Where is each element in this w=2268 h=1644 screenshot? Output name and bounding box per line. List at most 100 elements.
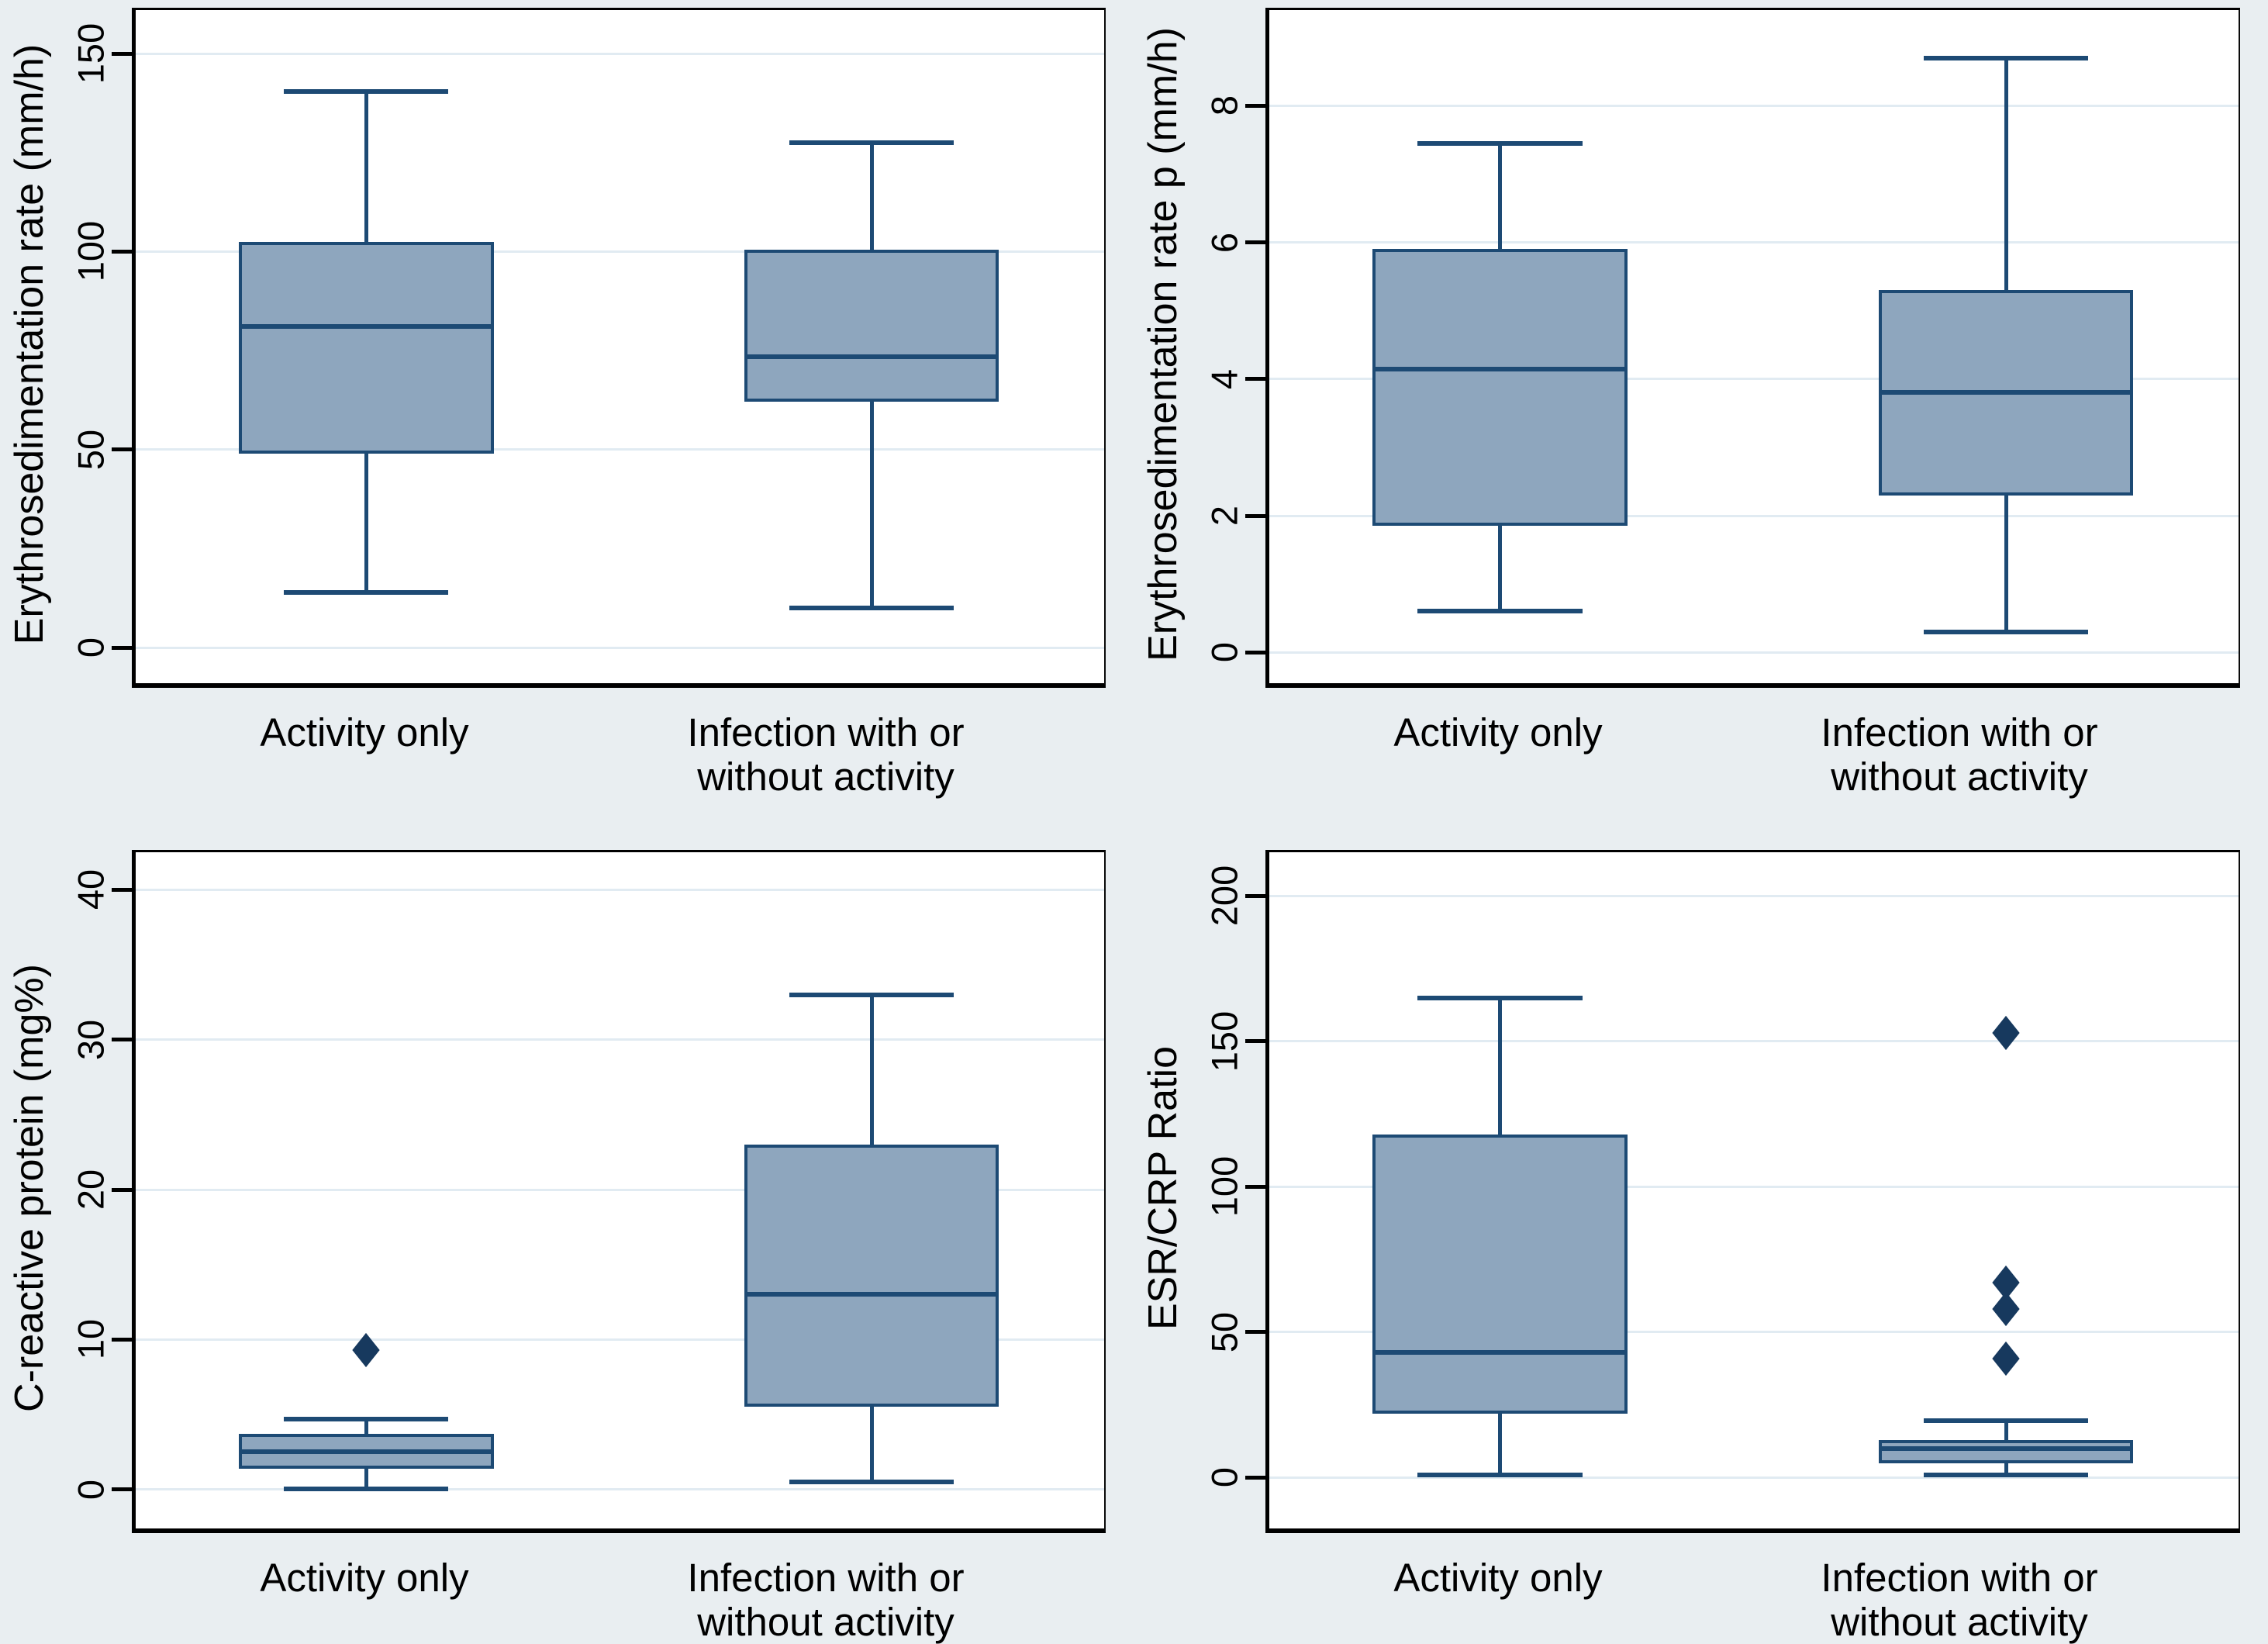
y-tick-mark: [1245, 1330, 1265, 1335]
whisker-cap: [789, 140, 954, 146]
median-line: [744, 1292, 999, 1297]
panel-crp: C-reactive protein (mg%) 0 10 20 30 40 Activ…: [0, 820, 1134, 1644]
gridline: [1269, 514, 2239, 517]
y-tick-mark: [1245, 893, 1265, 898]
outlier-diamond: [1992, 1015, 2020, 1050]
panel-esr: Erythrosedimentation rate (mm/h) 0 50 100 1…: [0, 0, 1134, 820]
y-tick-mark: [112, 1187, 132, 1192]
box: [239, 241, 494, 454]
box: [1372, 1134, 1628, 1414]
whisker-line: [1498, 143, 1502, 250]
whisker-line: [869, 143, 874, 250]
gridline: [1269, 1476, 2239, 1479]
whisker-line: [869, 994, 874, 1145]
category-label-infection: Infection with or without activity: [1821, 1556, 2098, 1644]
median-line: [239, 1449, 494, 1455]
whisker-cap: [1417, 995, 1583, 1000]
median-line: [1878, 1445, 2134, 1451]
whisker-line: [869, 1407, 874, 1483]
whisker-cap: [1923, 629, 2089, 634]
plot-area-esr-crp-ratio: 0 50 100 150 200: [1204, 850, 2240, 1533]
y-tick-mark: [112, 1337, 132, 1342]
whisker-cap: [284, 589, 449, 595]
plot-area-crp: 0 10 20 30 40: [71, 850, 1106, 1533]
whisker-line: [1498, 526, 1502, 612]
category-label-activity-only: Activity only: [1393, 1556, 1603, 1600]
y-tick-label: 200: [1203, 865, 1245, 927]
whisker-cap: [789, 992, 954, 997]
y-tick-label: 0: [1203, 642, 1245, 663]
outlier-diamond: [1992, 1341, 2020, 1376]
category-label-activity-only: Activity only: [1393, 710, 1603, 755]
y-tick-label: 8: [1203, 95, 1245, 116]
whisker-cap: [1923, 1472, 2089, 1477]
median-line: [1372, 366, 1628, 371]
whisker-cap: [284, 1416, 449, 1421]
y-tick-label: 100: [70, 221, 112, 282]
whisker-cap: [789, 605, 954, 610]
median-line: [1372, 1350, 1628, 1356]
gridline: [136, 646, 1104, 649]
median-line: [744, 354, 999, 359]
gridline: [136, 1338, 1104, 1341]
whisker-line: [364, 91, 368, 242]
y-tick-mark: [112, 51, 132, 56]
gridline: [136, 448, 1104, 451]
y-tick-mark: [112, 645, 132, 650]
gridline: [136, 250, 1104, 253]
gridline: [1269, 1331, 2239, 1334]
y-tick-label: 4: [1203, 368, 1245, 389]
y-tick-label: 100: [1203, 1156, 1245, 1217]
y-tick-label: 20: [70, 1169, 112, 1211]
y-tick-label: 0: [70, 1479, 112, 1500]
whisker-cap: [1923, 55, 2089, 60]
y-axis-title: C-reactive protein (mg%): [7, 964, 52, 1412]
y-tick-label: 0: [1203, 1467, 1245, 1488]
gridline: [1269, 1040, 2239, 1043]
y-tick-mark: [1245, 377, 1265, 382]
category-label-infection: Infection with or without activity: [687, 710, 965, 800]
panel-esr-p: Erythrosedimentation rate p (mm/h) 0 2 4 6 8…: [1134, 0, 2268, 820]
y-tick-mark: [112, 1038, 132, 1042]
y-tick-label: 50: [70, 429, 112, 470]
outlier-diamond: [1992, 1265, 2020, 1300]
y-tick-mark: [1245, 103, 1265, 108]
whisker-line: [2004, 57, 2008, 291]
whisker-line: [869, 402, 874, 608]
y-axis-title: ESR/CRP Ratio: [1141, 1045, 1186, 1331]
y-tick-mark: [112, 447, 132, 452]
whisker-line: [1498, 997, 1502, 1135]
whisker-cap: [284, 1486, 449, 1491]
whisker-line: [2004, 1463, 2008, 1475]
y-tick-mark: [1245, 1184, 1265, 1189]
y-tick-mark: [112, 249, 132, 254]
y-tick-label: 50: [1203, 1311, 1245, 1352]
panel-esr-crp-ratio: ESR/CRP Ratio 0 50 100 150 200 Activity only…: [1134, 820, 2268, 1644]
y-axis-title: Erythrosedimentation rate p (mm/h): [1141, 27, 1186, 661]
whisker-cap: [284, 88, 449, 94]
plot-area-esr-p: 0 2 4 6 8: [1204, 8, 2240, 688]
category-label-activity-only: Activity only: [260, 1556, 469, 1600]
gridline: [1269, 241, 2239, 244]
gridline: [136, 1188, 1104, 1191]
gridline: [136, 888, 1104, 891]
y-tick-label: 2: [1203, 506, 1245, 527]
whisker-cap: [1417, 609, 1583, 614]
y-tick-mark: [112, 1487, 132, 1492]
plot-area-esr: 0 50 100 150: [71, 8, 1106, 688]
gridline: [1269, 651, 2239, 654]
category-label-infection: Infection with or without activity: [687, 1556, 965, 1644]
whisker-line: [2004, 495, 2008, 632]
category-label-activity-only: Activity only: [260, 710, 469, 755]
y-tick-mark: [112, 887, 132, 892]
y-tick-mark: [1245, 650, 1265, 654]
box: [1878, 1439, 2134, 1463]
median-line: [1878, 390, 2134, 395]
whisker-line: [364, 1418, 368, 1435]
whisker-cap: [1417, 140, 1583, 146]
gridline: [1269, 1185, 2239, 1188]
gridline: [136, 1488, 1104, 1491]
box: [1372, 249, 1628, 527]
y-tick-label: 30: [70, 1019, 112, 1060]
